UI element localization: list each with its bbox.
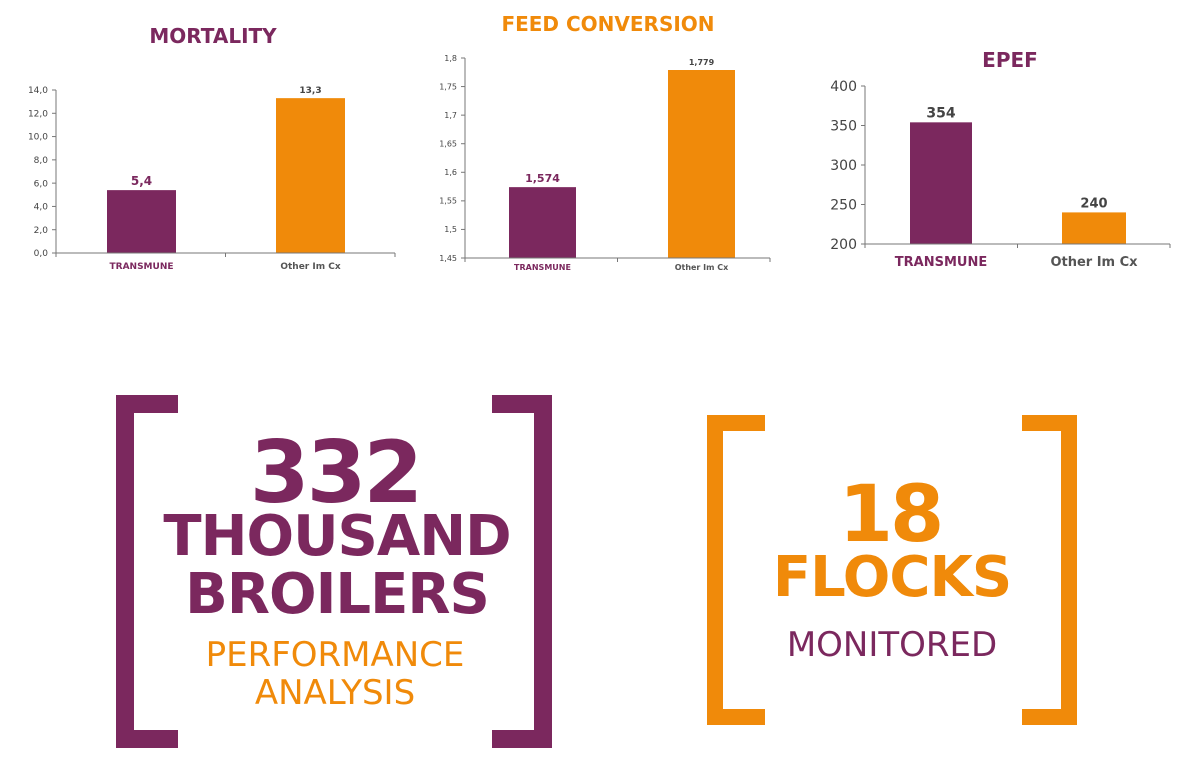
bar-other [1062,212,1126,244]
y-tick-label: 14,0 [28,86,48,96]
y-tick-label: 4,0 [34,203,49,213]
flocks-line1: FLOCKS [772,545,1012,610]
y-tick-label: 10,0 [28,133,48,143]
data-label: 1,574 [525,172,560,185]
right-bracket-purple [492,395,552,748]
y-tick-label: 1,5 [444,225,457,234]
y-tick-label: 1,55 [439,197,457,206]
broilers-line2: BROILERS [185,562,490,627]
y-tick-label: 1,45 [439,254,457,263]
y-tick-label: 250 [830,197,857,213]
y-tick-label: 1,6 [444,168,457,177]
y-tick-label: 2,0 [34,226,49,236]
feed-conversion-title: FEED CONVERSION [501,12,715,36]
y-tick-label: 0,0 [34,249,49,259]
epef-title: EPEF [982,48,1038,72]
x-tick-label: Other Im Cx [1050,255,1138,270]
y-tick-label: 1,65 [439,140,457,149]
bar-other [276,98,345,254]
y-tick-label: 400 [830,79,857,95]
x-tick-label: TRANSMUNE [110,262,174,272]
bar-transmune [107,190,176,253]
left-bracket-purple [116,395,178,748]
left-bracket-orange [707,415,765,725]
x-tick-label: Other Im Cx [280,262,341,272]
y-tick-label: 1,8 [444,54,457,63]
bar-transmune [910,122,972,244]
flocks-sub1: MONITORED [786,625,998,665]
data-label: 354 [926,105,955,121]
mortality-title: MORTALITY [149,24,277,48]
right-bracket-orange [1022,415,1077,725]
y-tick-label: 300 [830,158,857,174]
y-tick-label: 1,7 [444,111,457,120]
y-tick-label: 350 [830,118,857,134]
broilers-sub2: ANALYSIS [254,673,416,713]
y-tick-label: 1,75 [439,82,457,91]
y-tick-label: 6,0 [34,179,49,189]
broilers-sub1: PERFORMANCE [205,635,465,675]
x-tick-label: TRANSMUNE [514,263,571,272]
flocks-number: 18 [838,470,945,560]
bar-transmune [509,187,576,258]
x-tick-label: Other Im Cx [675,263,729,272]
y-tick-label: 8,0 [34,156,49,166]
data-label: 1,779 [689,58,715,67]
data-label: 13,3 [299,86,321,96]
y-tick-label: 12,0 [28,109,48,119]
broilers-number: 332 [249,423,424,523]
x-tick-label: TRANSMUNE [895,255,987,270]
broilers-line1: THOUSAND [163,504,511,569]
y-tick-label: 200 [830,237,857,253]
bar-other [668,70,735,258]
bar-charts: 0,0 2,0 4,0 6,0 8,0 10,0 12,0 14,0 5,4 TRANSMUNE 1… [28,54,1171,272]
data-label: 240 [1080,196,1107,211]
data-label: 5,4 [131,174,152,188]
